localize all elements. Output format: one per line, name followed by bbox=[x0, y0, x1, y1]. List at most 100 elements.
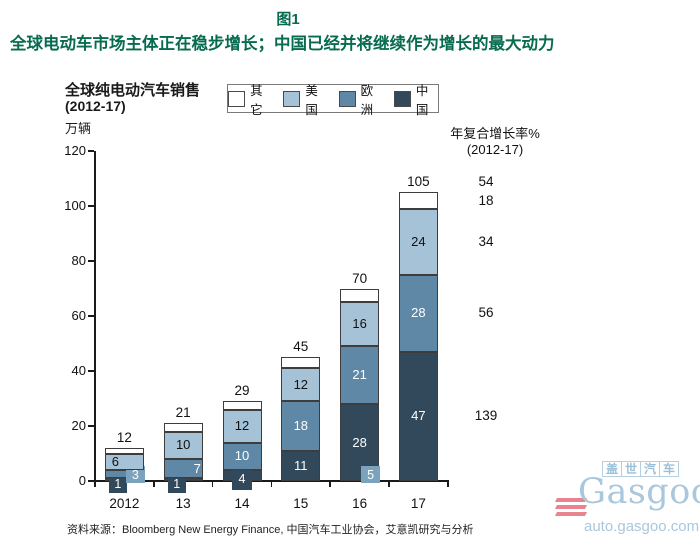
segment-value-callout: 4 bbox=[232, 468, 252, 490]
bar-16-segment-欧洲 bbox=[340, 346, 380, 404]
bar-total-label: 70 bbox=[352, 270, 368, 286]
bar-13-segment-欧洲 bbox=[163, 459, 203, 479]
cagr-value-total: 54 bbox=[478, 174, 494, 190]
bar-14-segment-美国 bbox=[222, 409, 262, 443]
legend-swatch-欧洲 bbox=[338, 90, 356, 107]
segment-value-label: 12 bbox=[293, 376, 309, 392]
x-tick bbox=[211, 482, 214, 487]
bar-17-segment-美国 bbox=[398, 208, 438, 275]
bar-17-segment-欧洲 bbox=[398, 274, 438, 352]
bar-13-segment-美国 bbox=[163, 431, 203, 459]
segment-value-label: 10 bbox=[234, 448, 250, 464]
y-tick bbox=[88, 370, 94, 372]
y-tick-label: 120 bbox=[64, 143, 86, 158]
cagr-value-中国: 139 bbox=[474, 408, 498, 424]
segment-value-label: 18 bbox=[293, 418, 309, 433]
y-tick bbox=[88, 205, 94, 207]
x-tick bbox=[94, 482, 96, 487]
cagr-title: 年复合增长率% bbox=[450, 126, 540, 141]
y-tick bbox=[88, 260, 94, 262]
cagr-subtitle: (2012-17) bbox=[466, 142, 524, 157]
segment-value-label: 10 bbox=[175, 437, 191, 453]
bar-15-segment-中国 bbox=[281, 450, 321, 481]
bar-15-segment-欧洲 bbox=[281, 401, 321, 451]
bar-total-label: 45 bbox=[293, 339, 309, 355]
bar-15-segment-美国 bbox=[281, 368, 321, 402]
source-note: 资料来源：Bloomberg New Energy Finance, 中国汽车工… bbox=[67, 524, 474, 536]
y-tick-label: 0 bbox=[78, 473, 86, 488]
segment-value-label: 11 bbox=[294, 457, 308, 473]
y-tick-label: 40 bbox=[71, 363, 86, 378]
segment-value-callout: 5 bbox=[361, 466, 381, 483]
y-tick bbox=[88, 425, 94, 427]
y-tick-label: 60 bbox=[71, 308, 86, 323]
y-tick-label: 100 bbox=[64, 198, 86, 213]
x-category-label: 2012 bbox=[109, 496, 140, 511]
x-category-label: 13 bbox=[175, 496, 191, 511]
segment-value-label: 16 bbox=[352, 316, 367, 332]
gasgoo-brand-cn-char: 汽 bbox=[641, 461, 661, 477]
y-tick bbox=[88, 480, 94, 482]
y-tick-label: 20 bbox=[71, 418, 86, 433]
segment-value-label: 12 bbox=[234, 418, 250, 433]
legend-label: 中国 bbox=[415, 83, 429, 117]
legend-swatch-其它 bbox=[228, 90, 246, 107]
chart-subtitle: (2012-17) bbox=[65, 98, 126, 114]
bar-13-segment-其它 bbox=[163, 423, 203, 432]
legend-label: 美国 bbox=[305, 83, 318, 117]
legend-item-美国: 美国 bbox=[283, 80, 327, 118]
legend-swatch-中国 bbox=[393, 90, 411, 107]
y-axis bbox=[94, 151, 96, 482]
bar-total-label: 105 bbox=[407, 174, 430, 190]
chart-unit-label: 万辆 bbox=[65, 121, 92, 136]
y-tick bbox=[88, 315, 94, 317]
legend-item-欧洲: 欧洲 bbox=[338, 80, 383, 118]
legend-label: 其它 bbox=[250, 83, 263, 117]
gasgoo-brand-cn-char: 世 bbox=[622, 461, 642, 477]
x-category-label: 17 bbox=[410, 496, 426, 511]
x-category-label: 15 bbox=[293, 496, 309, 511]
x-tick bbox=[270, 482, 273, 487]
gasgoo-brand-cn-char: 盖 bbox=[602, 461, 623, 477]
legend-swatch-美国 bbox=[283, 90, 301, 107]
bar-total-label: 12 bbox=[116, 430, 132, 445]
gasgoo-brand-en: Gasgoo bbox=[578, 472, 700, 512]
bar-2012-segment-美国 bbox=[104, 453, 144, 470]
bar-16-segment-其它 bbox=[340, 288, 380, 303]
x-tick bbox=[447, 482, 449, 487]
chart-title: 全球纯电动汽车销售 bbox=[65, 82, 201, 99]
x-tick bbox=[388, 482, 390, 487]
legend-label: 欧洲 bbox=[360, 83, 374, 117]
segment-value-label: 7 bbox=[193, 460, 201, 476]
bar-total-label: 29 bbox=[234, 383, 250, 399]
cagr-value-欧洲: 56 bbox=[478, 305, 494, 321]
gasgoo-brand-cn-char: 车 bbox=[660, 461, 680, 477]
segment-value-callout: 1 bbox=[108, 475, 127, 493]
cagr-value-其它: 18 bbox=[478, 192, 494, 208]
legend: 其它 美国 欧洲 中国 bbox=[227, 84, 439, 117]
gasgoo-brand-cn: 盖世汽车 bbox=[602, 461, 680, 477]
gasgoo-logo: 盖世汽车 Gasgoo auto.gasgoo.com bbox=[554, 461, 700, 541]
segment-value-label: 28 bbox=[411, 305, 426, 321]
legend-item-中国: 中国 bbox=[393, 80, 438, 118]
x-tick bbox=[329, 482, 331, 487]
bar-total-label: 21 bbox=[175, 405, 191, 421]
x-tick bbox=[153, 482, 155, 487]
segment-value-label: 24 bbox=[411, 233, 426, 249]
cagr-header: 年复合增长率% (2012-17) bbox=[435, 126, 555, 158]
legend-item-其它: 其它 bbox=[228, 80, 272, 118]
segment-value-label: 28 bbox=[352, 434, 367, 450]
bar-16-segment-美国 bbox=[340, 302, 380, 347]
bar-17-segment-中国 bbox=[398, 351, 438, 481]
gasgoo-url: auto.gasgoo.com bbox=[584, 518, 700, 535]
segment-value-label: 47 bbox=[411, 408, 426, 424]
x-category-label: 14 bbox=[234, 496, 250, 511]
bar-15-segment-其它 bbox=[281, 357, 321, 369]
segment-value-label: 21 bbox=[352, 367, 367, 383]
y-tick-label: 80 bbox=[71, 253, 86, 268]
bar-14-segment-其它 bbox=[222, 401, 262, 410]
figure-tag: 图1 bbox=[276, 11, 300, 28]
bar-17-segment-其它 bbox=[398, 192, 438, 209]
bar-2012-segment-其它 bbox=[104, 448, 144, 454]
x-category-label: 16 bbox=[352, 496, 368, 511]
